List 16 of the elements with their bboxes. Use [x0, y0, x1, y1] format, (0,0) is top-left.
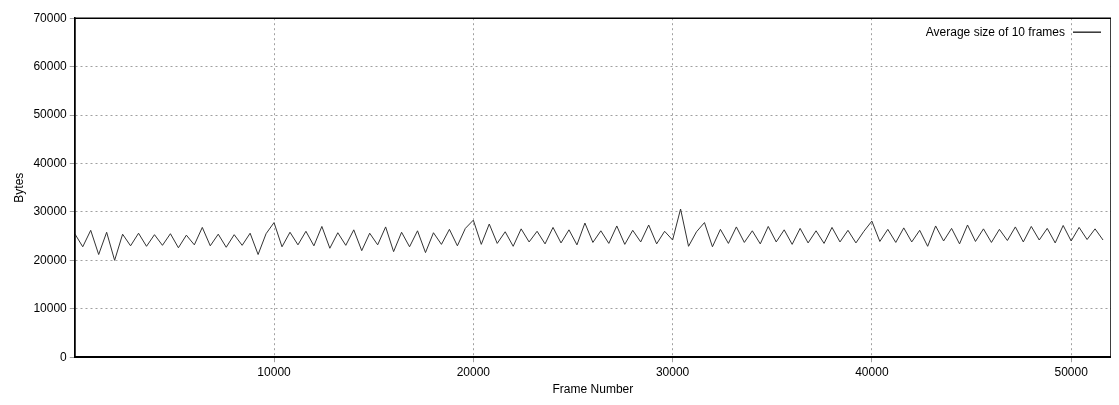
y-tick-label: 70000: [33, 10, 68, 25]
x-tick-label: 10000: [257, 364, 292, 379]
legend-label: Average size of 10 frames: [925, 24, 1065, 39]
y-tick-label: 10000: [33, 301, 68, 316]
x-tick-label: 40000: [855, 364, 889, 379]
y-tick-label: 30000: [33, 204, 68, 219]
x-tick-label: 50000: [1054, 364, 1089, 379]
x-axis-title: Frame Number: [552, 382, 634, 397]
y-tick-label: 20000: [33, 252, 68, 267]
y-tick-label: 50000: [33, 107, 68, 122]
y-axis-title: Bytes: [11, 172, 26, 203]
y-tick-label: 0: [60, 349, 68, 364]
x-tick-label: 20000: [456, 364, 491, 379]
x-tick-label: 30000: [655, 364, 690, 379]
y-tick-label: 40000: [33, 155, 68, 170]
y-tick-label: 60000: [33, 58, 68, 73]
